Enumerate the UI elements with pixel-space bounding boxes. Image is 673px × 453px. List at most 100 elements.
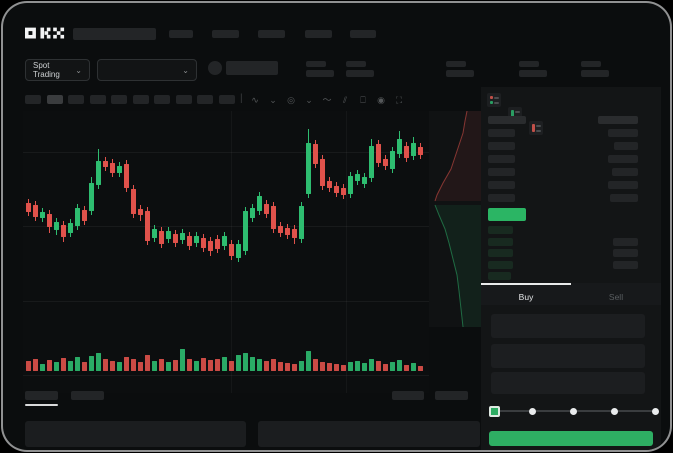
ask-price-bar[interactable] bbox=[488, 142, 515, 150]
depth-chart[interactable] bbox=[429, 110, 481, 328]
order-book-panel: Buy Sell bbox=[481, 87, 661, 450]
bid-price-bar[interactable] bbox=[488, 226, 513, 234]
candle-body bbox=[82, 210, 87, 221]
settings-icon[interactable]: ◉ bbox=[377, 95, 385, 105]
bid-price-bar[interactable] bbox=[488, 249, 513, 258]
gridline bbox=[23, 375, 429, 376]
amount-input[interactable] bbox=[491, 344, 645, 368]
ask-price-bar[interactable] bbox=[488, 168, 515, 176]
interval-button-9[interactable] bbox=[197, 95, 213, 104]
candle-body bbox=[229, 244, 234, 256]
depth-chart-svg bbox=[434, 110, 481, 328]
chart-tools: ∿ ⌄ ◎ ⌄ 〜 ⫽ ⎕ ◉ ⛶ bbox=[248, 93, 406, 107]
candle-body bbox=[145, 211, 150, 241]
slider-stop-25[interactable] bbox=[528, 407, 536, 415]
ask-amount-bar bbox=[608, 129, 638, 137]
ask-price-bar[interactable] bbox=[488, 181, 515, 189]
volume-bar bbox=[26, 361, 31, 371]
volume-bar bbox=[257, 359, 262, 371]
bid-price-bar[interactable] bbox=[488, 272, 511, 281]
interval-button-10[interactable] bbox=[218, 95, 235, 104]
volume-bar bbox=[180, 349, 185, 371]
interval-button-2[interactable] bbox=[46, 95, 63, 104]
interval-button-5[interactable] bbox=[111, 95, 127, 104]
candle-body bbox=[264, 204, 269, 214]
candle-body bbox=[117, 166, 122, 173]
volume-bar bbox=[306, 351, 311, 371]
nav-item-4[interactable] bbox=[305, 30, 332, 38]
ask-price-bar[interactable] bbox=[488, 155, 515, 163]
price-input[interactable] bbox=[491, 314, 645, 338]
nav-item-2[interactable] bbox=[212, 30, 239, 38]
volume-bar bbox=[271, 359, 276, 371]
pair-select[interactable]: ⌄ bbox=[97, 59, 197, 81]
chart-type-icon[interactable]: ∿ bbox=[251, 95, 259, 105]
market-type-select[interactable]: Spot Trading ⌄ bbox=[25, 59, 90, 81]
toggle-ask-mark bbox=[490, 96, 493, 99]
ask-price-bar[interactable] bbox=[488, 129, 515, 137]
chevron-down-icon[interactable]: ⌄ bbox=[269, 95, 277, 105]
bottom-action-1[interactable] bbox=[392, 391, 424, 400]
orderbook-asks-only-icon[interactable] bbox=[529, 121, 543, 135]
interval-button-3[interactable] bbox=[68, 95, 84, 104]
tab-sell[interactable]: Sell bbox=[608, 292, 624, 302]
indicators-icon[interactable]: 〜 bbox=[322, 95, 332, 105]
stat-label-3 bbox=[446, 61, 466, 67]
bottom-tab-orders[interactable] bbox=[25, 391, 58, 400]
slider-stop-50[interactable] bbox=[569, 407, 577, 415]
okx-logo[interactable] bbox=[25, 27, 65, 40]
fullscreen-icon[interactable]: ⛶ bbox=[395, 95, 403, 105]
compare-icon[interactable]: ⫽ bbox=[342, 95, 347, 105]
camera-icon[interactable]: ⎕ bbox=[360, 95, 366, 105]
interval-button-4[interactable] bbox=[89, 95, 106, 104]
bottom-tab-history[interactable] bbox=[71, 391, 104, 400]
toolbar-separator: | bbox=[240, 93, 243, 104]
candle-body bbox=[362, 177, 367, 184]
bid-price-bar[interactable] bbox=[488, 237, 513, 246]
candle-body bbox=[313, 144, 318, 164]
overlay-icon[interactable]: ◎ bbox=[287, 95, 295, 105]
buy-button[interactable] bbox=[489, 431, 653, 446]
gridline bbox=[23, 152, 429, 153]
ask-price-bar[interactable] bbox=[488, 194, 515, 202]
toggle-bid-mark bbox=[511, 110, 514, 118]
toggle-line bbox=[515, 111, 520, 113]
volume-bar bbox=[222, 357, 227, 371]
volume-bar bbox=[229, 361, 234, 371]
nav-item-3[interactable] bbox=[258, 30, 285, 38]
candle-body bbox=[243, 211, 248, 251]
coin-icon bbox=[208, 61, 222, 75]
tab-buy[interactable]: Buy bbox=[481, 283, 571, 305]
total-input[interactable] bbox=[491, 372, 645, 394]
candle-body bbox=[222, 236, 227, 246]
ask-amount-bar bbox=[608, 155, 638, 163]
chevron-down-icon[interactable]: ⌄ bbox=[305, 95, 313, 105]
stat-value-4 bbox=[519, 70, 547, 77]
bottom-action-2[interactable] bbox=[435, 391, 468, 400]
nav-item-1[interactable] bbox=[169, 30, 193, 38]
interval-button-1[interactable] bbox=[25, 95, 41, 104]
candle-body bbox=[173, 234, 178, 243]
candle-body bbox=[320, 159, 325, 186]
amount-slider[interactable] bbox=[489, 405, 659, 417]
candlestick-chart[interactable] bbox=[23, 111, 429, 393]
interval-button-7[interactable] bbox=[154, 95, 170, 104]
bid-price-bar[interactable] bbox=[488, 260, 513, 269]
gridline bbox=[346, 111, 347, 393]
slider-handle[interactable] bbox=[489, 405, 500, 417]
toggle-ask-mark bbox=[532, 124, 535, 132]
candle-body bbox=[327, 181, 332, 188]
search-input[interactable] bbox=[73, 28, 156, 40]
slider-stop-75[interactable] bbox=[610, 407, 618, 415]
candle-body bbox=[250, 208, 255, 218]
orderbook-combined-icon[interactable] bbox=[487, 93, 501, 107]
toggle-line bbox=[494, 97, 499, 99]
volume-bar bbox=[348, 362, 353, 371]
slider-stop-100[interactable] bbox=[651, 407, 659, 415]
interval-button-6[interactable] bbox=[132, 95, 149, 104]
volume-bar bbox=[68, 361, 73, 371]
interval-button-8[interactable] bbox=[175, 95, 192, 104]
candle-body bbox=[159, 231, 164, 244]
nav-item-5[interactable] bbox=[350, 30, 376, 38]
volume-bar bbox=[54, 362, 59, 371]
